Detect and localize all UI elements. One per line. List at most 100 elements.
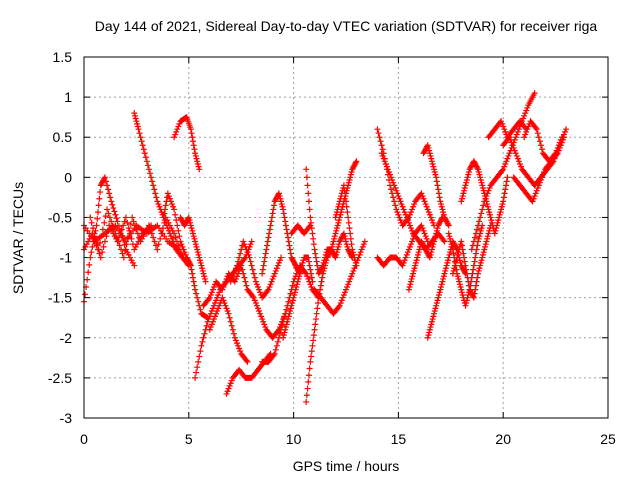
data-point [468, 289, 475, 296]
data-point [101, 219, 108, 226]
data-point [194, 249, 201, 256]
data-point [499, 120, 506, 127]
data-point [449, 243, 456, 250]
data-point [127, 221, 134, 228]
data-point [426, 147, 433, 154]
data-point [94, 215, 101, 222]
data-point [334, 222, 341, 229]
data-point [273, 342, 280, 349]
data-point [274, 338, 281, 345]
data-point [165, 227, 172, 234]
data-point [441, 214, 448, 221]
data-point [516, 160, 523, 167]
data-point [189, 230, 196, 237]
data-point [134, 230, 141, 237]
data-point [471, 234, 478, 241]
data-point [183, 254, 190, 261]
data-point [426, 326, 433, 333]
data-point [237, 250, 244, 257]
data-point [314, 305, 321, 312]
data-point [131, 262, 138, 269]
data-point [204, 318, 211, 325]
x-tick-label: 0 [80, 431, 88, 447]
data-point [404, 217, 411, 224]
data-point [209, 305, 216, 312]
data-point [268, 278, 275, 285]
data-point [177, 214, 184, 221]
data-point [464, 274, 471, 281]
series-arc-29 [449, 222, 494, 301]
data-point [346, 225, 353, 232]
data-point [430, 241, 437, 248]
data-point [464, 294, 471, 301]
data-point [429, 316, 436, 323]
data-point [305, 378, 312, 385]
data-point [409, 273, 416, 280]
data-point [296, 270, 303, 277]
data-point [459, 193, 466, 200]
data-point [307, 266, 314, 273]
data-point [216, 289, 223, 296]
data-point [343, 203, 350, 210]
data-point [347, 174, 354, 181]
data-point [270, 352, 277, 359]
data-point [447, 235, 454, 242]
data-point [470, 238, 477, 245]
data-point [458, 195, 465, 202]
data-point [421, 230, 428, 237]
data-point [439, 278, 446, 285]
data-point [332, 254, 339, 261]
data-point [558, 134, 565, 141]
series-arc-15 [259, 190, 303, 277]
data-point [508, 139, 515, 146]
data-point [538, 146, 545, 153]
data-point [441, 270, 448, 277]
data-point [392, 202, 399, 209]
data-point [442, 267, 449, 274]
plot-frame [83, 56, 609, 419]
data-point [467, 287, 474, 294]
data-point [377, 138, 384, 145]
data-point [252, 278, 259, 285]
data-point [104, 206, 111, 213]
data-point [282, 324, 289, 331]
data-point [226, 314, 233, 321]
data-point [435, 291, 442, 298]
data-point [93, 242, 100, 249]
data-point [99, 179, 106, 186]
data-point [183, 218, 190, 225]
data-point [275, 190, 282, 197]
data-point [97, 189, 104, 196]
data-point [393, 187, 400, 194]
data-point [431, 238, 438, 245]
data-point [240, 238, 247, 245]
data-point [400, 259, 407, 266]
data-point [433, 227, 440, 234]
data-point [469, 242, 476, 249]
data-point [241, 274, 248, 281]
data-point [345, 179, 352, 186]
data-point [191, 235, 198, 242]
data-point [88, 219, 95, 226]
data-point [208, 321, 215, 328]
data-point [188, 266, 195, 273]
data-point [143, 227, 150, 234]
data-point [143, 158, 150, 165]
data-point [484, 201, 491, 208]
data-point [297, 267, 304, 274]
data-point [278, 198, 285, 205]
data-point [375, 130, 382, 137]
data-point [460, 190, 467, 197]
data-point [147, 226, 154, 233]
data-point [187, 261, 194, 268]
data-point [149, 178, 156, 185]
data-point [253, 302, 260, 309]
data-point [193, 369, 200, 376]
data-point [448, 241, 455, 248]
data-point [85, 269, 92, 276]
data-point [342, 193, 349, 200]
data-point [468, 163, 475, 170]
data-point [470, 262, 477, 269]
x-axis-label: GPS time / hours [293, 458, 400, 474]
series-arc-12 [223, 350, 274, 397]
